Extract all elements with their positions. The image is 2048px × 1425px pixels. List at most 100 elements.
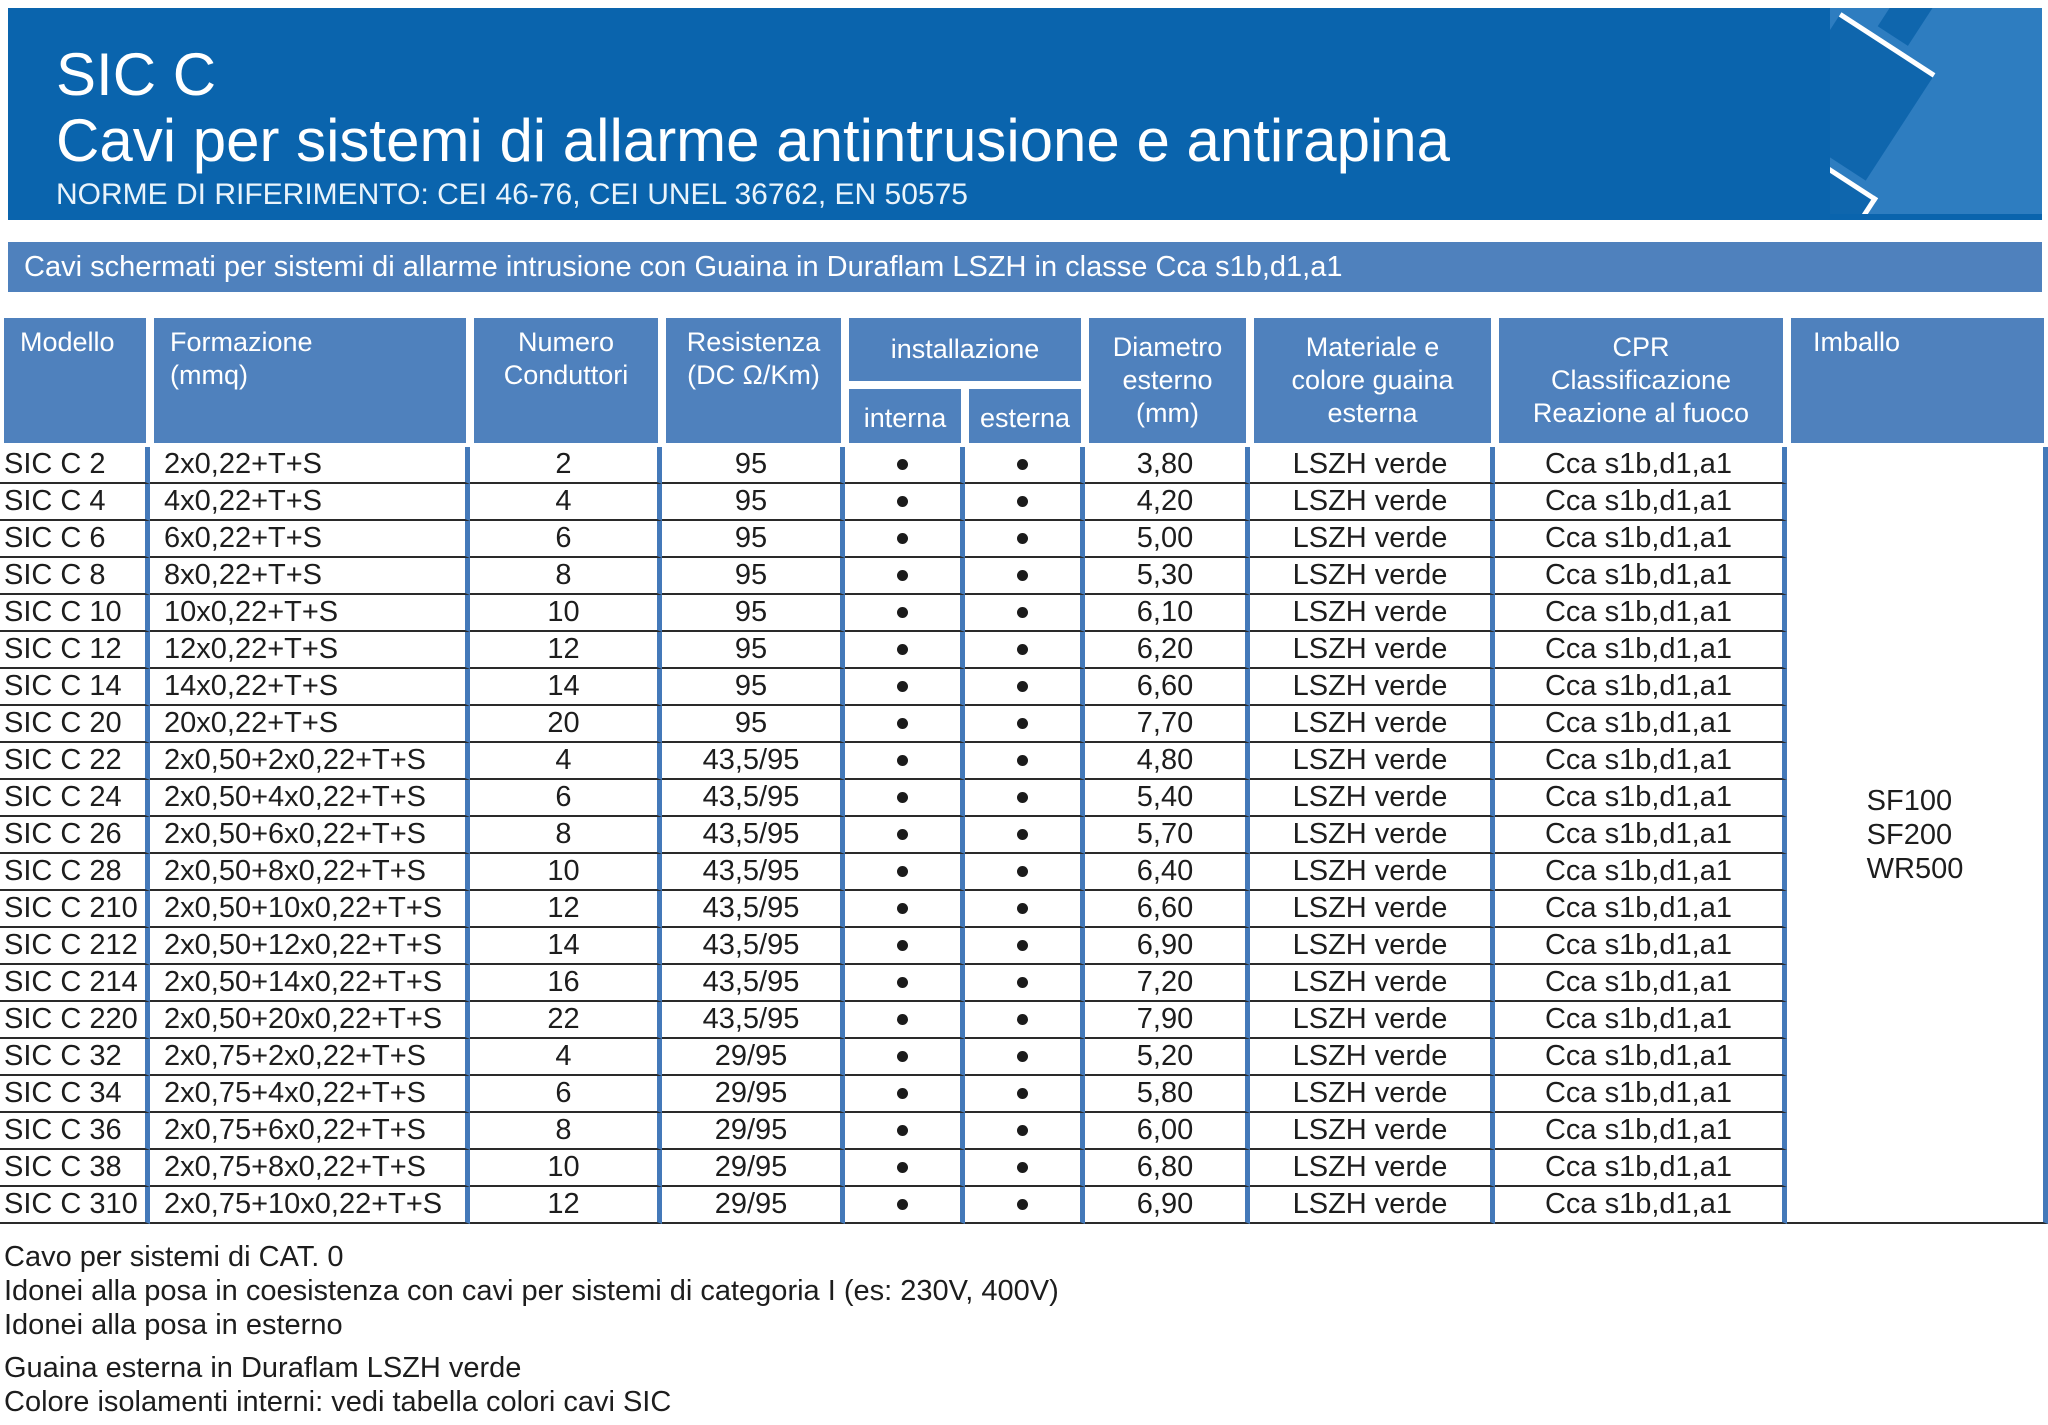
cell-conductors: 6: [470, 521, 662, 558]
cable-connector-segment: [1830, 12, 1936, 181]
bullet-dot: [897, 829, 908, 840]
cell-material: LSZH verde: [1250, 632, 1495, 669]
cell-model: SIC C 8: [0, 558, 150, 595]
bullet-dot: [1017, 1125, 1028, 1136]
cell-installation-internal: [845, 521, 965, 558]
cell-material: LSZH verde: [1250, 521, 1495, 558]
cell-installation-external: [965, 1187, 1085, 1224]
cell-installation-internal: [845, 1187, 965, 1224]
cell-installation-external: [965, 928, 1085, 965]
bullet-dot: [1017, 607, 1028, 618]
cell-cpr: Cca s1b,d1,a1: [1495, 780, 1787, 817]
cell-cpr: Cca s1b,d1,a1: [1495, 854, 1787, 891]
bullet-dot: [1017, 940, 1028, 951]
bullet-dot: [897, 866, 908, 877]
cell-installation-external: [965, 854, 1085, 891]
cell-installation-external: [965, 1113, 1085, 1150]
cell-cpr: Cca s1b,d1,a1: [1495, 484, 1787, 521]
cell-installation-internal: [845, 447, 965, 484]
reference-norms: NORME DI RIFERIMENTO: CEI 46-76, CEI UNE…: [56, 178, 968, 211]
bullet-dot: [897, 755, 908, 766]
packaging-option: SF100: [1866, 784, 1953, 817]
bullet-dot: [897, 1162, 908, 1173]
cell-cpr: Cca s1b,d1,a1: [1495, 891, 1787, 928]
cell-diameter: 6,60: [1085, 891, 1250, 928]
cell-model: SIC C 212: [0, 928, 150, 965]
cell-material: LSZH verde: [1250, 1039, 1495, 1076]
cell-material: LSZH verde: [1250, 484, 1495, 521]
bullet-dot: [1017, 755, 1028, 766]
cell-formation: 2x0,75+4x0,22+T+S: [150, 1076, 470, 1113]
cell-resistance: 43,5/95: [662, 965, 845, 1002]
cell-installation-external: [965, 1076, 1085, 1113]
column-header-installation-internal: interna: [845, 385, 965, 447]
cell-formation: 20x0,22+T+S: [150, 706, 470, 743]
bullet-dot: [1017, 866, 1028, 877]
cell-diameter: 6,90: [1085, 928, 1250, 965]
cell-diameter: 5,80: [1085, 1076, 1250, 1113]
cell-model: SIC C 34: [0, 1076, 150, 1113]
column-header-material: Materiale e colore guaina esterna: [1250, 314, 1495, 447]
cell-diameter: 6,10: [1085, 595, 1250, 632]
cell-cpr: Cca s1b,d1,a1: [1495, 669, 1787, 706]
cell-formation: 6x0,22+T+S: [150, 521, 470, 558]
cell-conductors: 10: [470, 595, 662, 632]
cell-material: LSZH verde: [1250, 854, 1495, 891]
footer-note: Cavo per sistemi di CAT. 0: [4, 1241, 344, 1273]
cell-conductors: 22: [470, 1002, 662, 1039]
cell-conductors: 12: [470, 891, 662, 928]
cell-installation-external: [965, 1039, 1085, 1076]
cell-model: SIC C 2: [0, 447, 150, 484]
cell-material: LSZH verde: [1250, 558, 1495, 595]
cell-formation: 12x0,22+T+S: [150, 632, 470, 669]
cell-resistance: 95: [662, 595, 845, 632]
cell-material: LSZH verde: [1250, 669, 1495, 706]
header-text-block: SIC C Cavi per sistemi di allarme antint…: [8, 8, 2042, 213]
cell-material: LSZH verde: [1250, 743, 1495, 780]
cable-icon: [1830, 8, 2014, 214]
cell-installation-internal: [845, 484, 965, 521]
cell-conductors: 8: [470, 558, 662, 595]
cell-cpr: Cca s1b,d1,a1: [1495, 595, 1787, 632]
cell-conductors: 4: [470, 484, 662, 521]
bullet-dot: [1017, 1199, 1028, 1210]
bullet-dot: [897, 718, 908, 729]
bullet-dot: [897, 940, 908, 951]
product-table: Modello Formazione (mmq) Numero Condutto…: [0, 314, 2048, 1224]
cell-installation-internal: [845, 854, 965, 891]
cell-installation-internal: [845, 965, 965, 1002]
cell-installation-external: [965, 706, 1085, 743]
packaging-option: WR500: [1866, 852, 1964, 885]
cell-conductors: 12: [470, 632, 662, 669]
cell-formation: 2x0,75+6x0,22+T+S: [150, 1113, 470, 1150]
footer-note: Idonei alla posa in esterno: [4, 1309, 343, 1341]
page-title: Cavi per sistemi di allarme antintrusion…: [56, 107, 1451, 174]
cell-resistance: 95: [662, 706, 845, 743]
cell-installation-external: [965, 817, 1085, 854]
cell-resistance: 43,5/95: [662, 854, 845, 891]
bullet-dot: [897, 1014, 908, 1025]
cell-model: SIC C 26: [0, 817, 150, 854]
column-header-installation: installazione: [845, 314, 1085, 385]
cell-formation: 2x0,22+T+S: [150, 447, 470, 484]
cell-installation-external: [965, 595, 1085, 632]
cell-material: LSZH verde: [1250, 447, 1495, 484]
cell-formation: 2x0,75+2x0,22+T+S: [150, 1039, 470, 1076]
bullet-dot: [1017, 681, 1028, 692]
column-header-conductors: Numero Conduttori: [470, 314, 662, 447]
cell-conductors: 2: [470, 447, 662, 484]
cell-diameter: 4,80: [1085, 743, 1250, 780]
bullet-dot: [897, 644, 908, 655]
cell-installation-internal: [845, 595, 965, 632]
cell-diameter: 6,40: [1085, 854, 1250, 891]
cell-installation-external: [965, 669, 1085, 706]
cell-diameter: 5,40: [1085, 780, 1250, 817]
cell-model: SIC C 210: [0, 891, 150, 928]
cell-cpr: Cca s1b,d1,a1: [1495, 521, 1787, 558]
cell-conductors: 4: [470, 743, 662, 780]
cell-diameter: 3,80: [1085, 447, 1250, 484]
bullet-dot: [1017, 1088, 1028, 1099]
cell-material: LSZH verde: [1250, 928, 1495, 965]
bullet-dot: [1017, 570, 1028, 581]
